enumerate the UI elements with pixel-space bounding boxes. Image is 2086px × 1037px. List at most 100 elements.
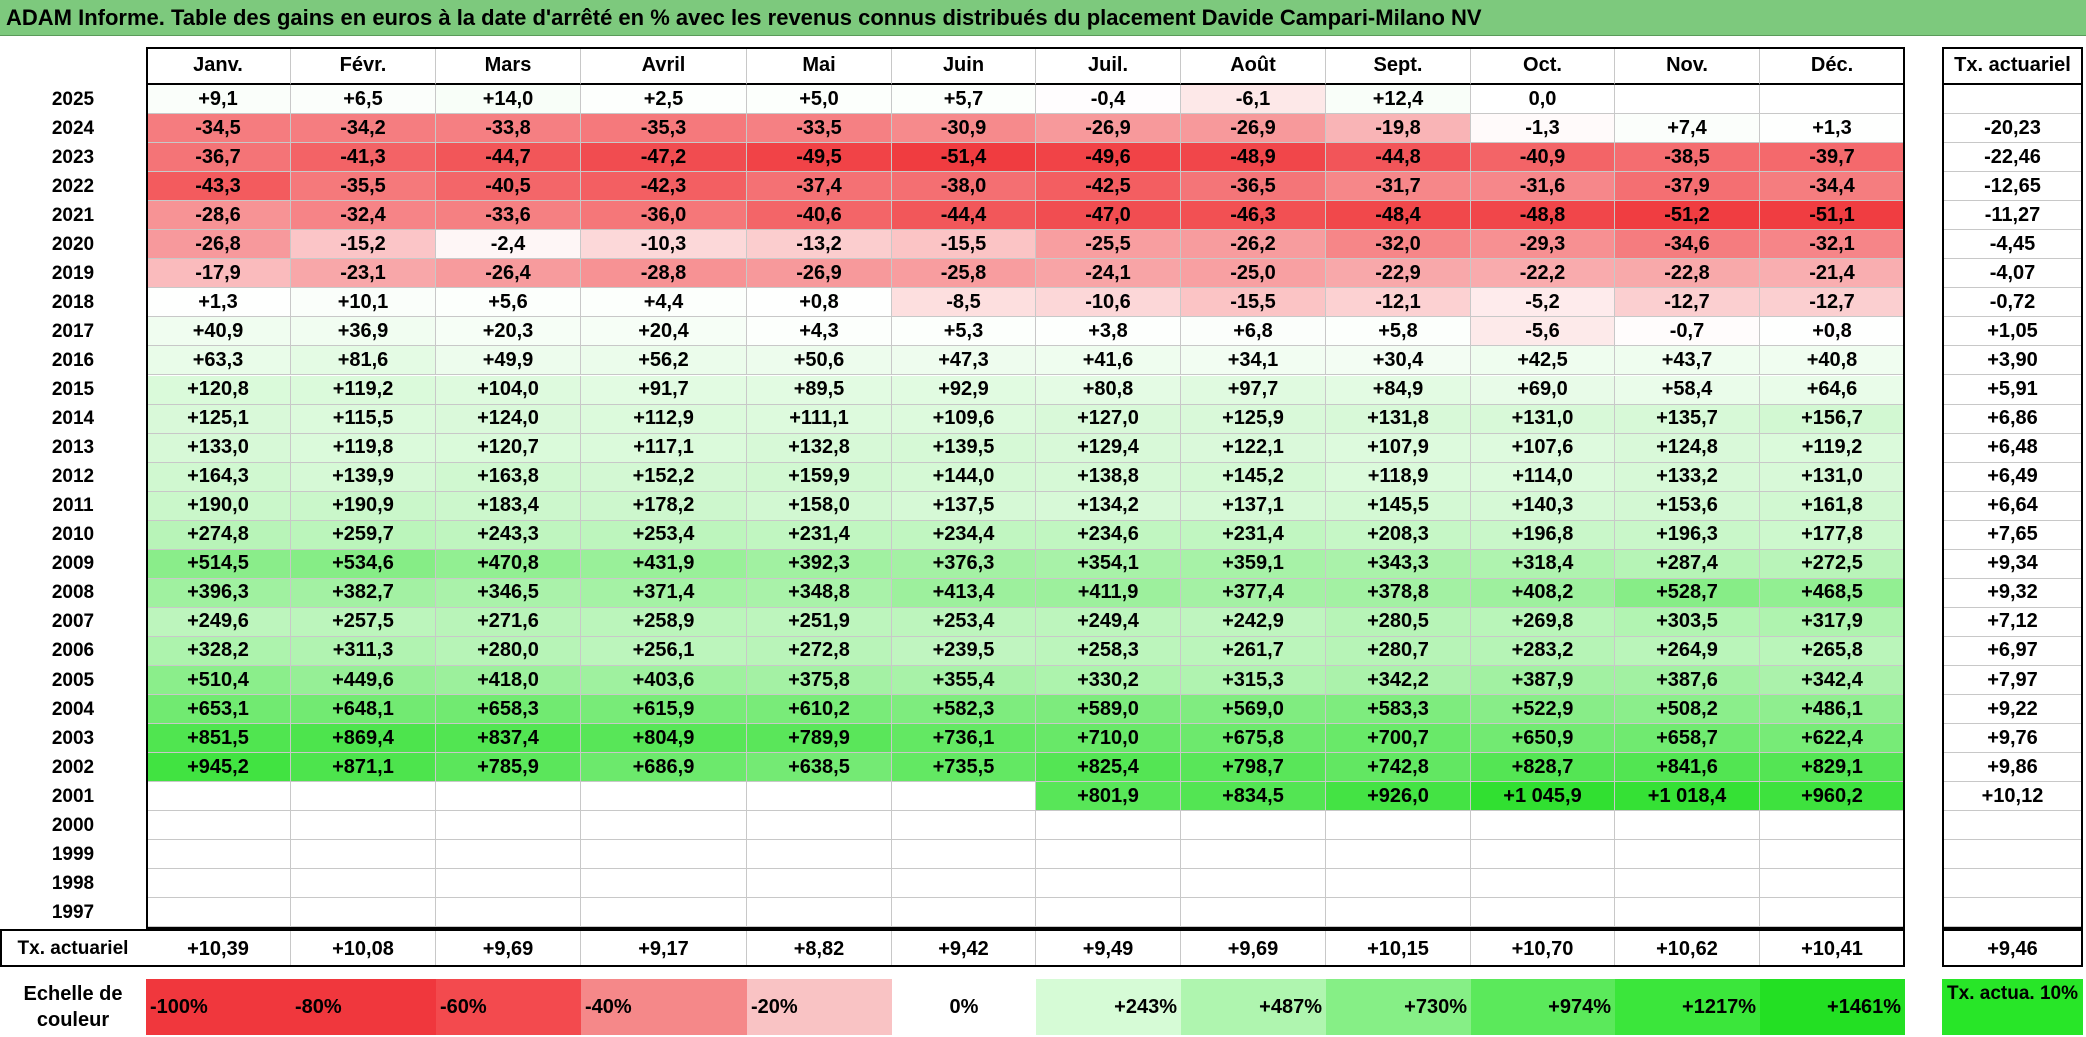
year-label: 2016 — [51, 349, 95, 371]
gain-cell — [1181, 811, 1326, 841]
gain-cell: -12,7 — [1615, 288, 1760, 318]
gain-cell: -21,4 — [1760, 259, 1905, 289]
tx-actuariel-header: Tx. actuariel — [1942, 47, 2083, 85]
gain-cell: +378,8 — [1326, 578, 1471, 608]
gain-cell: +183,4 — [436, 491, 581, 521]
tx-actuariel-cell: -4,07 — [1942, 259, 2083, 289]
year-label: 2011 — [52, 495, 94, 517]
gain-cell: +137,5 — [892, 491, 1036, 521]
gain-cell: -40,9 — [1471, 143, 1615, 173]
gain-cell: +40,8 — [1760, 346, 1905, 376]
gain-cell: +144,0 — [892, 462, 1036, 492]
gain-cell: +114,0 — [1471, 462, 1615, 492]
gain-cell: 0,0 — [1471, 85, 1615, 115]
gain-cell: +264,9 — [1615, 636, 1760, 666]
tx-actuariel-cell: +9,34 — [1942, 550, 2083, 579]
gain-cell — [892, 898, 1036, 928]
color-scale-swatch: -40% — [581, 979, 747, 1035]
gain-cell — [1760, 840, 1905, 870]
gain-cell: +6,8 — [1181, 317, 1326, 347]
color-scale-tx-actuariel: Tx. actua. 10% — [1942, 979, 2083, 1035]
year-label: 2012 — [51, 466, 95, 488]
footer-tx-cell: +9,42 — [892, 931, 1036, 968]
gain-cell: +129,4 — [1036, 433, 1181, 463]
gain-cell: -15,5 — [1181, 288, 1326, 318]
gain-cell: +190,0 — [146, 491, 291, 521]
gain-cell: +869,4 — [291, 724, 436, 754]
gain-cell: +658,7 — [1615, 724, 1760, 754]
gain-cell: +34,1 — [1181, 346, 1326, 376]
gain-cell: -25,5 — [1036, 230, 1181, 260]
gain-cell: +159,9 — [747, 462, 892, 492]
tx-actuariel-cell — [1942, 869, 2083, 899]
gain-cell: +64,6 — [1760, 375, 1905, 405]
footer-tx-cell: +10,15 — [1326, 931, 1471, 968]
gains-table: Janv. Févr. Mars Avril Mai Juin Juil. Août Sept.… — [0, 47, 2086, 971]
gain-cell: +449,6 — [291, 666, 436, 696]
gain-cell: +742,8 — [1326, 753, 1471, 783]
gain-cell: -28,8 — [581, 259, 747, 289]
gain-cell: +107,9 — [1326, 433, 1471, 463]
gain-cell: -36,7 — [146, 143, 291, 173]
gain-cell: +841,6 — [1615, 753, 1760, 783]
gain-cell: +926,0 — [1326, 782, 1471, 812]
color-scale-swatch: -100% — [146, 979, 291, 1035]
gain-cell: +80,8 — [1036, 375, 1181, 405]
gain-cell: +163,8 — [436, 462, 581, 492]
year-label: 1998 — [51, 872, 95, 894]
gain-cell: +317,9 — [1760, 607, 1905, 637]
gain-cell — [581, 840, 747, 870]
gain-cell: +139,9 — [291, 462, 436, 492]
gain-cell: +280,5 — [1326, 607, 1471, 637]
tx-actuariel-cell: -12,65 — [1942, 172, 2083, 202]
year-label: 2023 — [51, 146, 95, 168]
gain-cell: -26,9 — [747, 259, 892, 289]
gain-cell — [146, 898, 291, 928]
month-header: Nov. — [1615, 47, 1760, 85]
gain-cell — [291, 898, 436, 928]
gain-cell — [747, 840, 892, 870]
gain-cell: +735,5 — [892, 753, 1036, 783]
gain-cell: +804,9 — [581, 724, 747, 754]
gain-cell: +49,9 — [436, 346, 581, 376]
gain-cell: -2,4 — [436, 230, 581, 260]
month-header: Déc. — [1760, 47, 1905, 85]
gain-cell: +589,0 — [1036, 695, 1181, 725]
gain-cell: +342,2 — [1326, 666, 1471, 696]
gain-cell — [747, 898, 892, 928]
gain-cell: +837,4 — [436, 724, 581, 754]
month-header: Mai — [747, 47, 892, 85]
gain-cell: +311,3 — [291, 636, 436, 666]
gain-cell: +828,7 — [1471, 753, 1615, 783]
gain-cell: +109,6 — [892, 404, 1036, 434]
gain-cell: -15,5 — [892, 230, 1036, 260]
gain-cell: -51,2 — [1615, 201, 1760, 231]
gain-cell — [436, 811, 581, 841]
gain-cell: +5,6 — [436, 288, 581, 318]
footer-tx-cell: +8,82 — [747, 931, 892, 968]
gain-cell: +47,3 — [892, 346, 1036, 376]
gain-cell: +871,1 — [291, 753, 436, 783]
gain-cell: +272,8 — [747, 636, 892, 666]
year-label: 2005 — [51, 669, 95, 691]
gain-cell — [146, 869, 291, 899]
year-label: 2014 — [51, 408, 95, 430]
footer-tx-cell: +9,17 — [581, 931, 747, 968]
year-label: 2000 — [51, 814, 95, 836]
gain-cell: -29,3 — [1471, 230, 1615, 260]
gain-cell: +112,9 — [581, 404, 747, 434]
gain-cell: -37,4 — [747, 172, 892, 202]
gain-cell: +582,3 — [892, 695, 1036, 725]
gain-cell: -48,4 — [1326, 201, 1471, 231]
gain-cell: +269,8 — [1471, 607, 1615, 637]
month-header: Sept. — [1326, 47, 1471, 85]
year-label: 2022 — [51, 175, 95, 197]
gain-cell: +376,3 — [892, 549, 1036, 579]
color-scale: Echelle de couleur -100% -80% -60% -40% -20%… — [0, 977, 2086, 1037]
gain-cell: -23,1 — [291, 259, 436, 289]
gain-cell: +177,8 — [1760, 520, 1905, 550]
gain-cell: +534,6 — [291, 549, 436, 579]
tx-actuariel-cell — [1942, 85, 2083, 115]
color-scale-swatch: +243% — [1036, 979, 1181, 1035]
gain-cell — [436, 782, 581, 812]
